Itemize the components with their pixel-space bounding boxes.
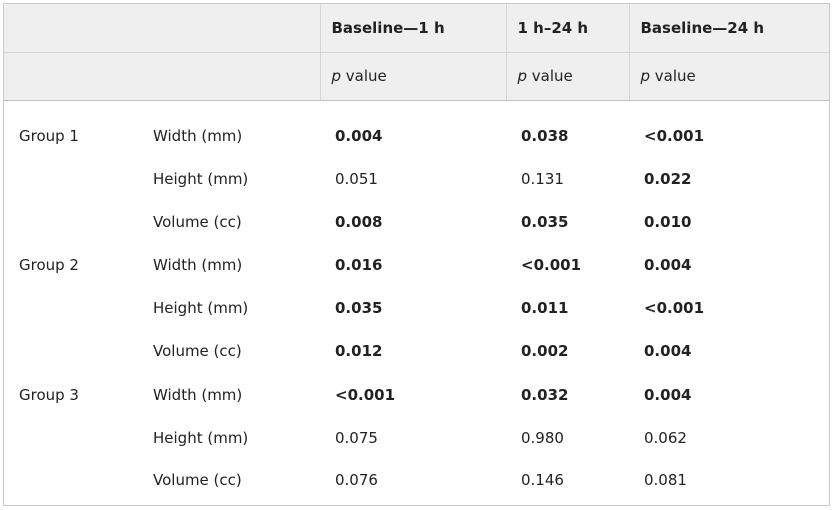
table-row: Group 3 Width (mm) <0.001 0.032 0.004 xyxy=(4,373,829,416)
measure-label: Height (mm) xyxy=(153,169,249,188)
p-symbol: p xyxy=(640,67,651,85)
table-row: Volume (cc) 0.076 0.146 0.081 xyxy=(4,459,829,507)
value-word: value xyxy=(527,67,573,85)
table-row: Volume (cc) 0.008 0.035 0.010 xyxy=(4,200,829,243)
header-baseline-1h: Baseline—1 h xyxy=(319,4,506,53)
pvalue-baseline-24h: 0.081 xyxy=(644,471,687,490)
results-table-container: Baseline—1 h 1 h–24 h Baseline—24 h p va… xyxy=(3,3,830,506)
group-label: Group 3 xyxy=(19,385,79,404)
pvalue-baseline-24h: 0.022 xyxy=(644,169,692,188)
header-row-pvalue: p value p value p value xyxy=(4,52,829,101)
subheader-pvalue: p value xyxy=(505,52,629,101)
pvalue-baseline-24h: 0.004 xyxy=(644,385,692,404)
table-row: Height (mm) 0.035 0.011 <0.001 xyxy=(4,287,829,330)
header-row-periods: Baseline—1 h 1 h–24 h Baseline—24 h xyxy=(4,4,829,53)
pvalue-baseline-1h: 0.075 xyxy=(335,428,378,447)
measure-label: Height (mm) xyxy=(153,428,249,447)
value-word: value xyxy=(650,67,696,85)
group-label xyxy=(4,200,138,243)
table-row: Volume (cc) 0.012 0.002 0.004 xyxy=(4,330,829,373)
pvalue-baseline-1h: 0.035 xyxy=(335,299,383,318)
group-label xyxy=(4,330,138,373)
header-empty-group xyxy=(4,4,138,53)
pvalue-baseline-24h: <0.001 xyxy=(644,126,705,145)
group-label xyxy=(4,157,138,200)
pvalue-baseline-1h: 0.016 xyxy=(335,255,383,274)
table-header: Baseline—1 h 1 h–24 h Baseline—24 h p va… xyxy=(4,4,829,101)
group-label xyxy=(4,287,138,330)
pvalue-1h-24h: 0.032 xyxy=(521,385,569,404)
pvalue-1h-24h: 0.038 xyxy=(521,126,569,145)
measure-label: Width (mm) xyxy=(153,126,243,145)
pvalue-baseline-1h: 0.012 xyxy=(335,342,383,361)
pvalue-1h-24h: <0.001 xyxy=(521,255,582,274)
header-1h-24h: 1 h–24 h xyxy=(505,4,629,53)
table-body: Group 1 Width (mm) 0.004 0.038 <0.001 Height … xyxy=(4,100,829,507)
group-label: Group 1 xyxy=(19,126,79,145)
measure-label: Height (mm) xyxy=(153,299,249,318)
value-word: value xyxy=(341,67,387,85)
pvalue-1h-24h: 0.002 xyxy=(521,342,569,361)
group-label: Group 2 xyxy=(19,255,79,274)
subheader-pvalue: p value xyxy=(319,52,506,101)
pvalue-1h-24h: 0.035 xyxy=(521,212,569,231)
pvalue-baseline-24h: 0.004 xyxy=(644,342,692,361)
pvalue-baseline-1h: 0.004 xyxy=(335,126,383,145)
group-label xyxy=(4,459,138,507)
pvalue-1h-24h: 0.980 xyxy=(521,428,564,447)
p-value-table: Baseline—1 h 1 h–24 h Baseline—24 h p va… xyxy=(4,4,829,507)
subheader-empty-group xyxy=(4,52,138,101)
pvalue-1h-24h: 0.011 xyxy=(521,299,569,318)
table-row: Group 2 Width (mm) 0.016 <0.001 0.004 xyxy=(4,243,829,286)
measure-label: Volume (cc) xyxy=(153,212,242,231)
pvalue-baseline-1h: 0.008 xyxy=(335,212,383,231)
measure-label: Width (mm) xyxy=(153,255,243,274)
pvalue-1h-24h: 0.146 xyxy=(521,471,564,490)
p-symbol: p xyxy=(331,67,342,85)
table-row: Group 1 Width (mm) 0.004 0.038 <0.001 xyxy=(4,100,829,157)
pvalue-baseline-1h: 0.076 xyxy=(335,471,378,490)
pvalue-baseline-1h: <0.001 xyxy=(335,385,396,404)
table-row: Height (mm) 0.075 0.980 0.062 xyxy=(4,416,829,459)
header-baseline-24h: Baseline—24 h xyxy=(628,4,829,53)
table-row: Height (mm) 0.051 0.131 0.022 xyxy=(4,157,829,200)
pvalue-baseline-1h: 0.051 xyxy=(335,169,378,188)
measure-label: Volume (cc) xyxy=(153,342,242,361)
pvalue-baseline-24h: 0.010 xyxy=(644,212,692,231)
group-label xyxy=(4,416,138,459)
subheader-empty-measure xyxy=(138,52,320,101)
header-empty-measure xyxy=(138,4,320,53)
pvalue-baseline-24h: <0.001 xyxy=(644,299,705,318)
pvalue-baseline-24h: 0.004 xyxy=(644,255,692,274)
pvalue-1h-24h: 0.131 xyxy=(521,169,564,188)
pvalue-baseline-24h: 0.062 xyxy=(644,428,687,447)
measure-label: Width (mm) xyxy=(153,385,243,404)
measure-label: Volume (cc) xyxy=(153,471,242,490)
p-symbol: p xyxy=(517,67,528,85)
subheader-pvalue: p value xyxy=(628,52,829,101)
